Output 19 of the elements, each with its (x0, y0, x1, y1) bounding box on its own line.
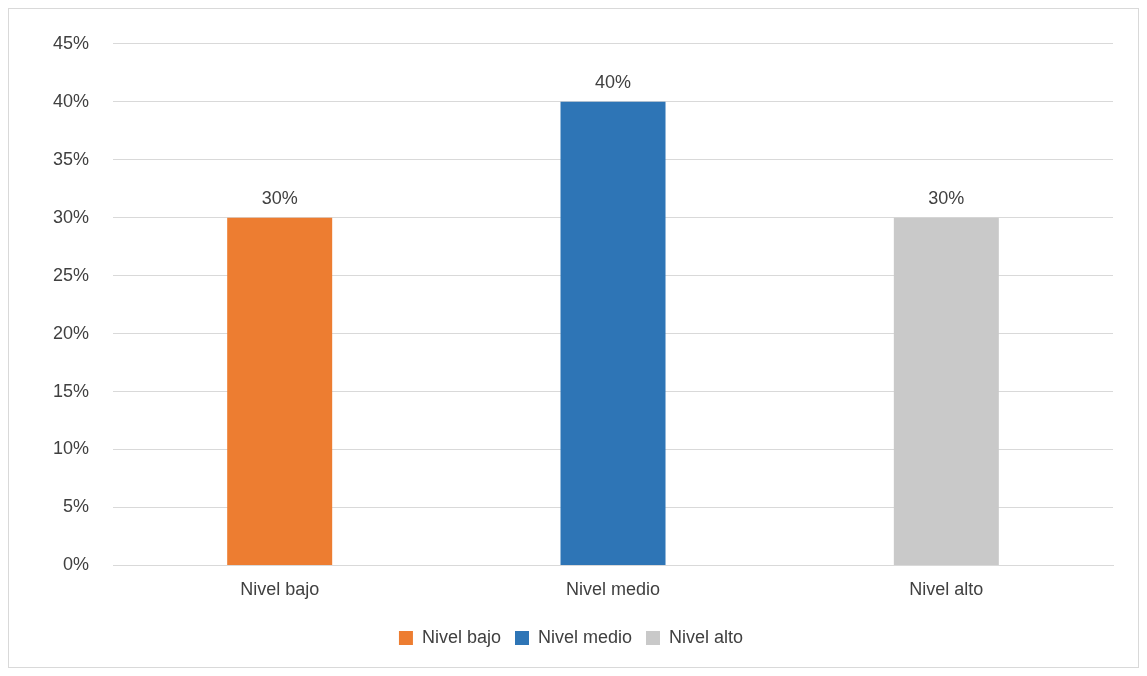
data-label: 30% (261, 187, 298, 208)
legend-label: Nivel alto (669, 626, 744, 647)
y-tick-label: 25% (53, 264, 90, 285)
y-tick-label: 5% (63, 496, 90, 517)
legend-label: Nivel bajo (421, 626, 501, 647)
y-tick-label: 0% (63, 554, 90, 575)
y-tick-label: 10% (53, 438, 90, 459)
x-tick-label: Nivel alto (909, 579, 984, 600)
x-tick-label: Nivel bajo (240, 579, 320, 600)
data-label: 30% (928, 187, 965, 208)
data-label: 40% (595, 71, 632, 92)
y-tick-label: 30% (53, 206, 90, 227)
legend-label: Nivel medio (537, 626, 633, 647)
y-tick-label: 45% (53, 32, 90, 53)
y-tick-label: 40% (53, 90, 90, 111)
x-tick-label: Nivel medio (565, 579, 661, 600)
y-tick-label: 35% (53, 148, 90, 169)
y-tick-label: 15% (53, 380, 90, 401)
y-tick-label: 20% (53, 322, 90, 343)
